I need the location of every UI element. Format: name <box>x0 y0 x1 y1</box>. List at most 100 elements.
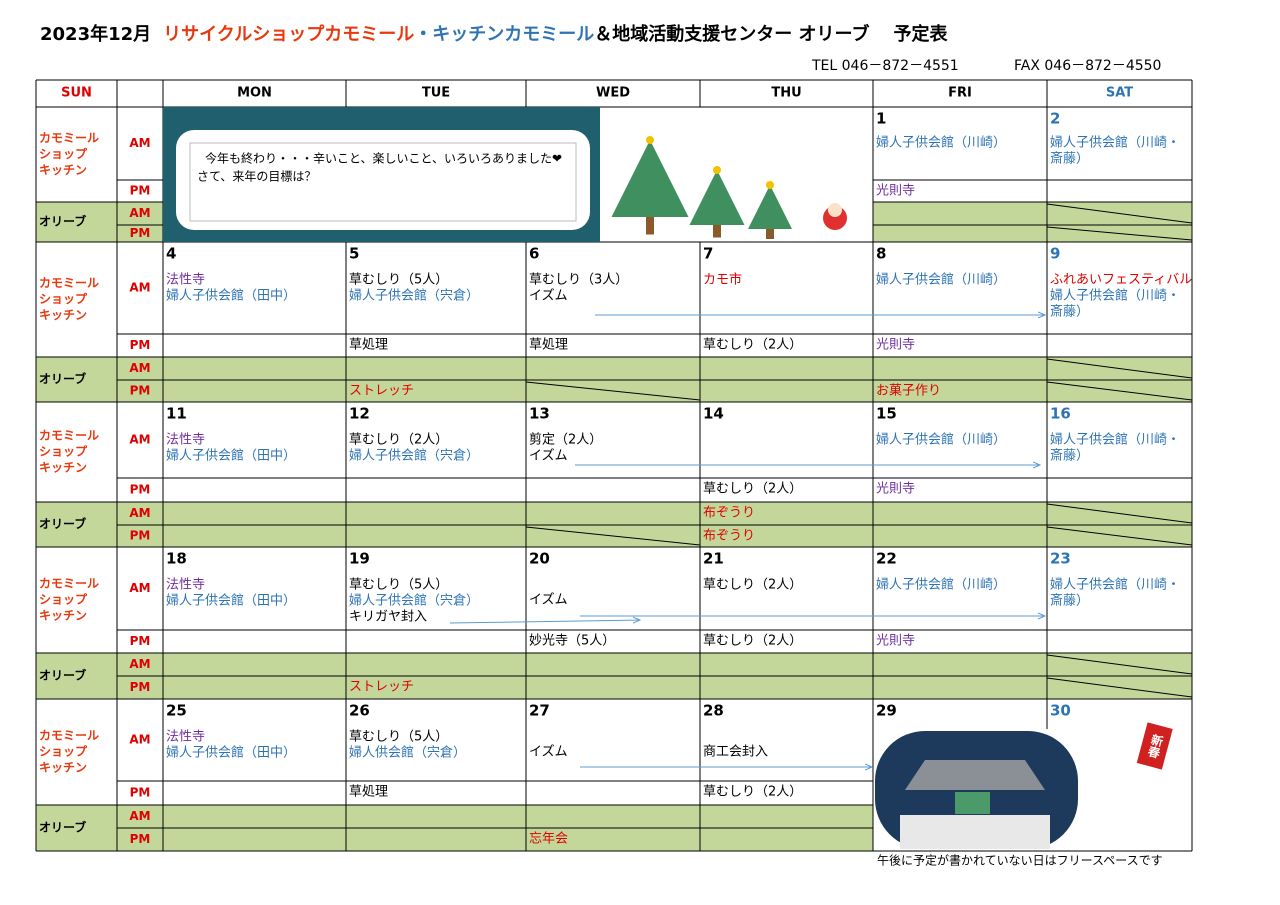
cell-slash <box>1046 677 1193 698</box>
schedule-entry: 斎藤） <box>1050 593 1089 609</box>
row-label-pm: PM <box>130 680 151 694</box>
row-label-pm: PM <box>130 226 151 240</box>
date: 8 <box>876 245 886 263</box>
cell-slash <box>1046 526 1193 546</box>
date: 14 <box>703 405 724 423</box>
cell-slash <box>1046 226 1193 241</box>
date: 22 <box>876 550 897 568</box>
row-label-am: AM <box>129 506 150 520</box>
row-label-chamomile: カモミール <box>39 276 99 290</box>
title-suffix: 予定表 <box>893 23 948 45</box>
date: 15 <box>876 405 897 423</box>
banner-box <box>189 142 577 222</box>
row-label-chamomile: カモミール <box>39 729 99 743</box>
schedule-entry: 布ぞうり <box>703 506 755 521</box>
schedule-entry: 草処理 <box>349 785 388 800</box>
schedule-entry: 法性寺 <box>166 273 205 288</box>
date: 25 <box>166 702 187 720</box>
row-label-am: AM <box>129 433 150 447</box>
cell-slash <box>1046 358 1193 379</box>
day-header: TUE <box>422 86 450 101</box>
schedule-entry: 婦人子供会館（宍倉） <box>349 448 479 464</box>
schedule-entry: 草むしり（2人） <box>349 433 448 448</box>
new-year-sign-bg <box>1136 722 1173 770</box>
row-label-am: AM <box>129 136 150 150</box>
schedule-entry: 忘年会 <box>529 832 568 847</box>
schedule-entry: 婦人子供会館（川崎・ <box>1050 577 1180 593</box>
schedule-entry: 婦人子供会館（田中） <box>166 745 296 761</box>
schedule-entry: 婦人子供会館（川崎・ <box>1050 432 1180 448</box>
row-label-chamomile: ショップ <box>39 744 88 759</box>
day-header: SUN <box>61 86 92 101</box>
row-label-pm: PM <box>130 483 151 497</box>
schedule-entry: 婦人子供会館（川崎） <box>876 432 1006 448</box>
schedule-entry: 布ぞうり <box>703 529 755 544</box>
date: 21 <box>703 550 724 568</box>
row-label-olive: オリーブ <box>39 371 86 386</box>
schedule-entry: カモ市 <box>703 272 742 288</box>
schedule-entry: お菓子作り <box>876 384 941 399</box>
date: 13 <box>529 405 550 423</box>
schedule-entry: 婦人子供会館（川崎） <box>876 135 1006 151</box>
row-label-chamomile: キッチン <box>39 163 87 177</box>
bell <box>955 792 990 814</box>
temple-roof <box>905 760 1045 790</box>
tree-star <box>766 181 774 189</box>
schedule-entry: ストレッチ <box>349 384 414 399</box>
tree <box>689 170 745 225</box>
schedule-entry: 草処理 <box>529 338 568 353</box>
date: 9 <box>1050 245 1060 263</box>
schedule-entry: 草むしり（5人） <box>349 273 448 288</box>
row-label-chamomile: キッチン <box>39 308 87 322</box>
date: 2 <box>1050 110 1060 128</box>
date: 26 <box>349 702 370 720</box>
schedule-entry: 光則寺 <box>876 482 915 497</box>
cell-slash <box>1046 654 1193 675</box>
tree-trunk <box>766 229 774 239</box>
schedule-entry: 光則寺 <box>876 634 915 649</box>
schedule-entry: 法性寺 <box>166 433 205 448</box>
tel: TEL 046－872－4551 <box>811 58 959 74</box>
date: 1 <box>876 110 886 128</box>
schedule-entry: 婦人子供会館（田中） <box>166 593 296 609</box>
day-header: WED <box>596 86 630 101</box>
cell-slash <box>525 526 701 546</box>
row-label-pm: PM <box>130 184 151 198</box>
schedule-entry: 草むしり（2人） <box>703 338 802 353</box>
schedule-entry: 草むしり（5人） <box>349 578 448 593</box>
schedule-entry: ストレッチ <box>349 680 414 695</box>
schedule-entry: 草むしり（3人） <box>529 273 628 288</box>
schedule-entry: イズム <box>529 448 568 464</box>
schedule-entry: 妙光寺（5人） <box>529 634 615 649</box>
schedule-entry: 光則寺 <box>876 338 915 353</box>
schedule-entry: 光則寺 <box>876 184 915 199</box>
schedule-entry: 婦人子供会館（川崎・ <box>1050 288 1180 304</box>
arrow <box>449 620 640 623</box>
footer-note: 午後に予定が書かれていない日はフリースペースです <box>877 853 1163 868</box>
tree-trunk <box>713 225 721 238</box>
date: 18 <box>166 550 187 568</box>
schedule-entry: 斎藤） <box>1050 448 1089 464</box>
day-header: SAT <box>1106 86 1133 101</box>
row-label-chamomile: カモミール <box>39 429 99 443</box>
schedule-entry: 剪定（2人） <box>529 432 602 448</box>
row-label-am: AM <box>129 809 150 823</box>
schedule-entry: 婦人子供会館（田中） <box>166 288 296 304</box>
date: 30 <box>1050 702 1071 720</box>
date: 7 <box>703 245 713 263</box>
date: 29 <box>876 702 897 720</box>
day-header: THU <box>771 86 801 101</box>
date: 23 <box>1050 550 1071 568</box>
row-label-am: AM <box>129 281 150 295</box>
row-label-olive: オリーブ <box>39 214 86 229</box>
schedule-entry: 草処理 <box>349 338 388 353</box>
title-shop: リサイクルショップカモミール <box>163 23 414 45</box>
date: 11 <box>166 405 187 423</box>
row-label-pm: PM <box>130 634 151 648</box>
schedule-entry: 草むしり（5人） <box>349 730 448 745</box>
row-label-chamomile: キッチン <box>39 461 87 475</box>
row-label-pm: PM <box>130 529 151 543</box>
cell-slash <box>1046 503 1193 524</box>
schedule-entry: 婦人子供会館（川崎） <box>876 272 1006 288</box>
